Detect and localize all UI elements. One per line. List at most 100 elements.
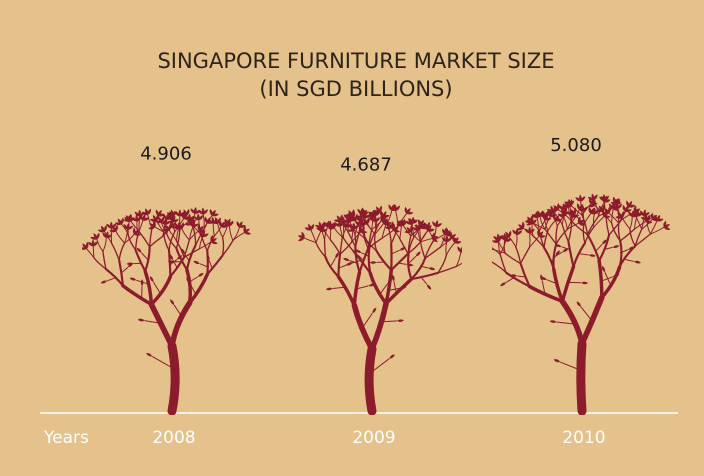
- branch: [582, 223, 586, 244]
- branch: [566, 222, 579, 230]
- branch: [167, 341, 180, 415]
- branch: [374, 233, 378, 252]
- branch: [410, 257, 427, 281]
- branch: [445, 241, 448, 256]
- branch: [217, 223, 224, 238]
- branch: [390, 252, 410, 272]
- branch: [232, 232, 245, 241]
- branch: [519, 262, 531, 288]
- branch: [576, 339, 587, 415]
- branch: [166, 233, 178, 250]
- branch: [437, 254, 448, 274]
- branch: [310, 229, 317, 244]
- branch: [149, 274, 173, 307]
- branch: [519, 246, 531, 265]
- branch: [121, 284, 154, 307]
- value-label: 5.080: [550, 135, 602, 156]
- branch: [505, 271, 531, 288]
- branch: [169, 256, 186, 278]
- branch: [206, 249, 209, 276]
- branch: [315, 231, 322, 244]
- branch: [508, 236, 517, 248]
- branch: [437, 265, 458, 274]
- branch: [598, 234, 611, 262]
- branch: [629, 228, 636, 247]
- branch: [118, 242, 126, 262]
- branch: [571, 205, 583, 216]
- branch: [561, 223, 570, 243]
- x-tick-label: 2010: [562, 428, 605, 448]
- tree: [82, 206, 252, 415]
- branch: [579, 294, 605, 347]
- branch: [600, 265, 622, 300]
- branch: [367, 245, 372, 275]
- branch: [608, 218, 623, 236]
- branch: [381, 224, 387, 239]
- branch: [148, 235, 164, 248]
- branch: [407, 241, 422, 254]
- branch: [181, 228, 190, 241]
- branch: [581, 214, 589, 236]
- branch: [351, 302, 375, 352]
- branch: [337, 252, 342, 278]
- branch: [138, 230, 151, 248]
- branch: [567, 221, 573, 243]
- branch: [440, 234, 446, 248]
- tree-body: [82, 206, 252, 415]
- branch: [515, 246, 522, 265]
- branch: [529, 236, 540, 248]
- branch: [539, 216, 546, 230]
- branch: [399, 238, 410, 256]
- branch: [555, 225, 559, 245]
- branch: [115, 231, 126, 244]
- branch: [102, 250, 107, 270]
- branch: [527, 284, 565, 304]
- branch: [324, 255, 340, 278]
- value-label: 4.906: [140, 144, 192, 165]
- branch: [187, 272, 210, 305]
- branch: [221, 236, 225, 257]
- branch: [592, 213, 595, 228]
- branch: [374, 223, 384, 235]
- branch: [649, 226, 665, 235]
- branch: [368, 271, 388, 306]
- branch: [175, 229, 181, 250]
- branch: [424, 246, 442, 259]
- branch: [499, 253, 507, 274]
- twigs: [505, 244, 635, 372]
- branch: [424, 240, 435, 259]
- branch: [410, 231, 422, 243]
- branch: [148, 227, 153, 248]
- branch: [420, 238, 433, 243]
- branch: [315, 241, 327, 258]
- branch: [93, 257, 107, 270]
- branch: [154, 226, 168, 235]
- branch: [555, 228, 568, 245]
- branch: [160, 222, 168, 235]
- branch: [593, 216, 605, 228]
- branch: [455, 251, 462, 267]
- branch: [347, 230, 357, 248]
- branch: [492, 248, 506, 254]
- branch: [96, 238, 104, 252]
- branch: [364, 237, 378, 252]
- branch: [634, 233, 652, 247]
- branch: [621, 217, 631, 230]
- branch: [619, 228, 636, 242]
- branch: [536, 217, 540, 232]
- branch: [399, 225, 402, 240]
- branch: [339, 237, 343, 255]
- branch: [504, 252, 522, 265]
- branch: [617, 222, 621, 242]
- branch: [188, 226, 194, 241]
- branch: [410, 271, 439, 281]
- branch: [649, 220, 658, 235]
- branch: [92, 245, 95, 259]
- branch: [339, 241, 353, 255]
- branch: [641, 215, 645, 230]
- branch: [552, 243, 558, 271]
- branch: [206, 254, 224, 276]
- branch: [124, 229, 128, 244]
- branch: [375, 250, 393, 272]
